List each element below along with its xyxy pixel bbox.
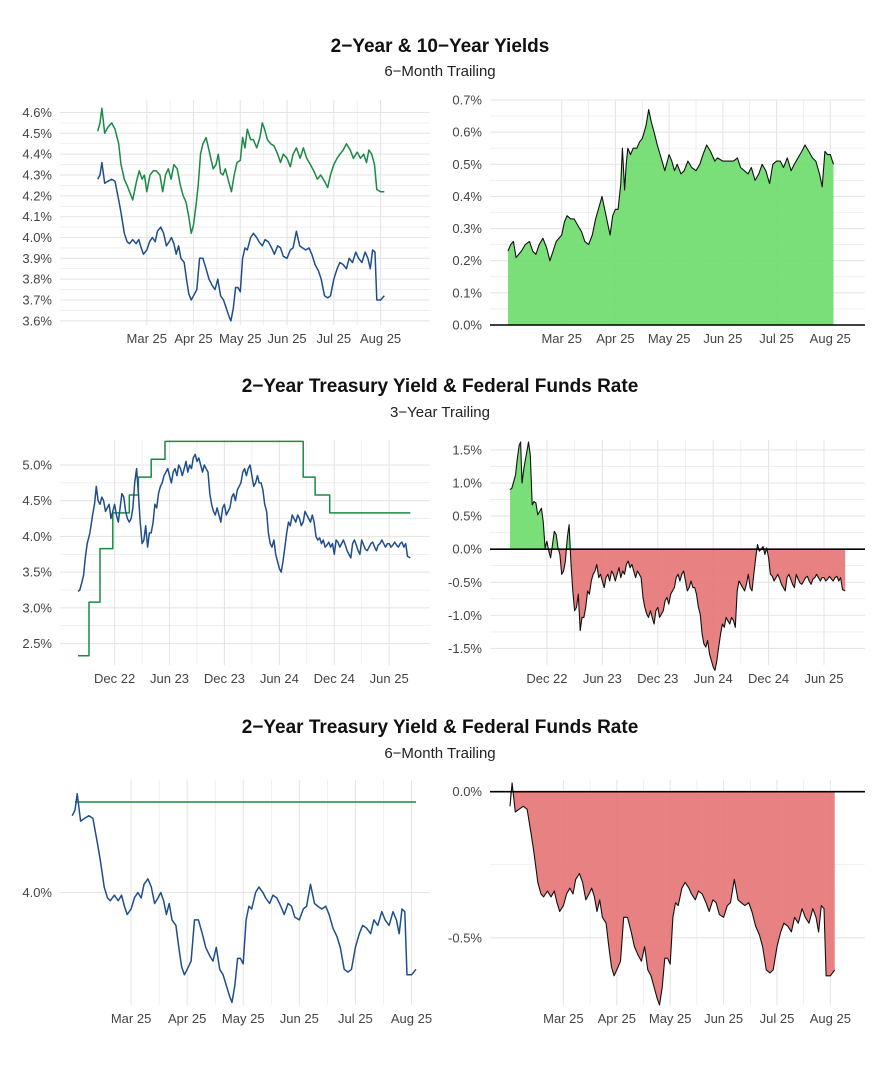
spread-negative-area xyxy=(510,549,846,670)
y-tick-label: 0.5% xyxy=(452,509,482,524)
x-tick-label: May 25 xyxy=(649,1011,692,1026)
y-tick-label: -1.0% xyxy=(448,608,482,623)
yields-6m-chart: 3.6% 3.7% 3.8% 3.9% 4.0% 4.1% 4.2% 4.3% 4.4% 4.5%… xyxy=(22,100,430,346)
y-tick-label: 4.4% xyxy=(22,147,52,162)
x-tick-label: Jun 25 xyxy=(704,1011,743,1026)
x-tick-label: May 25 xyxy=(222,1011,265,1026)
x-tick-label: Aug 25 xyxy=(810,331,851,346)
y-tick-label: 0.2% xyxy=(452,253,482,268)
y-tick-label: 3.6% xyxy=(22,313,52,328)
y-tick-label: 4.0% xyxy=(22,230,52,245)
y-tick-label: 0.0% xyxy=(452,542,482,557)
x-tick-label: Dec 22 xyxy=(526,671,567,686)
y-tick-label: 4.0% xyxy=(22,529,52,544)
y-tick-label: 4.5% xyxy=(22,126,52,141)
x-tick-label: Apr 25 xyxy=(596,331,634,346)
spread-series-line xyxy=(507,109,835,262)
section-3-title: 2−Year Treasury Yield & Federal Funds Ra… xyxy=(241,717,639,738)
y-tick-label: 0.1% xyxy=(452,285,482,300)
x-tick-label: Jun 25 xyxy=(804,671,843,686)
spread-positive-area xyxy=(510,442,767,550)
y-tick-label: -1.5% xyxy=(448,641,482,656)
y-tick-label: 3.7% xyxy=(22,293,52,308)
x-tick-label: Jun 24 xyxy=(694,671,733,686)
y-tick-label: 4.1% xyxy=(22,209,52,224)
y-tick-label: 0.6% xyxy=(452,125,482,140)
x-tick-label: Jun 25 xyxy=(370,671,409,686)
y-tick-label: 5.0% xyxy=(22,458,52,473)
section-1-subtitle: 6−Month Trailing xyxy=(384,63,496,80)
y-tick-label: 3.8% xyxy=(22,272,52,287)
x-tick-label: Aug 25 xyxy=(810,1011,851,1026)
two-year-fed-funds-3y-chart: 2.5% 3.0% 3.5% 4.0% 4.5% 5.0% Dec 22 Jun 23 Dec … xyxy=(22,440,430,686)
y-tick-label: 4.3% xyxy=(22,168,52,183)
x-tick-label: Jun 23 xyxy=(150,671,189,686)
x-tick-label: Jun 25 xyxy=(703,331,742,346)
two-year-series-line xyxy=(71,792,417,1004)
x-tick-label: Dec 24 xyxy=(748,671,789,686)
y-tick-label: -0.5% xyxy=(448,930,482,945)
y-tick-label: 1.0% xyxy=(452,476,482,491)
spread-2y-fedfunds-3y-chart: -1.5% -1.0% -0.5% 0.0% 0.5% 1.0% 1.5% Dec 22 Jun… xyxy=(448,440,865,686)
ten-year-series-line xyxy=(96,107,385,235)
section-2-title: 2−Year Treasury Yield & Federal Funds Ra… xyxy=(241,376,639,397)
y-tick-label: 0.3% xyxy=(452,221,482,236)
two-year-fed-funds-6m-chart: 4.0% Mar 25 Apr 25 May 25 Jun 25 Jul 25 Aug 25 xyxy=(22,780,432,1026)
y-tick-label: 0.4% xyxy=(452,189,482,204)
x-tick-label: Dec 23 xyxy=(637,671,678,686)
x-tick-label: Jul 25 xyxy=(760,1011,795,1026)
x-tick-label: Apr 25 xyxy=(168,1011,206,1026)
x-tick-label: Aug 25 xyxy=(360,331,401,346)
x-tick-label: Jun 25 xyxy=(268,331,307,346)
spread-negative-area xyxy=(510,791,835,1005)
y-tick-label: 4.6% xyxy=(22,105,52,120)
y-tick-label: 0.7% xyxy=(452,93,482,108)
y-tick-label: 0.0% xyxy=(452,784,482,799)
spread-2y-fedfunds-6m-chart: 0.0% -0.5% Mar 25 Apr 25 May 25 Jun 25 Jul 25 A… xyxy=(448,780,865,1026)
section-1-title: 2−Year & 10−Year Yields xyxy=(330,36,550,57)
y-tick-label: 4.2% xyxy=(22,188,52,203)
spread-series-line xyxy=(509,441,846,671)
x-tick-label: Apr 25 xyxy=(598,1011,636,1026)
y-tick-label: 3.9% xyxy=(22,251,52,266)
x-tick-label: Jul 25 xyxy=(759,331,794,346)
y-tick-label: 1.5% xyxy=(452,442,482,457)
y-tick-label: 2.5% xyxy=(22,636,52,651)
x-tick-label: Jul 25 xyxy=(338,1011,373,1026)
x-tick-label: Mar 25 xyxy=(543,1011,583,1026)
x-tick-label: Apr 25 xyxy=(174,331,212,346)
y-tick-label: 4.0% xyxy=(22,885,52,900)
y-tick-label: 0.5% xyxy=(452,157,482,172)
x-tick-label: Dec 22 xyxy=(94,671,135,686)
x-tick-label: Jul 25 xyxy=(316,331,351,346)
x-tick-label: Jun 24 xyxy=(260,671,299,686)
y-tick-label: 0.0% xyxy=(452,318,482,333)
spread-series-line xyxy=(509,782,836,1006)
x-tick-label: Mar 25 xyxy=(541,331,581,346)
x-tick-label: May 25 xyxy=(219,331,262,346)
spread-positive-area xyxy=(508,109,834,325)
two-year-series-line xyxy=(97,161,385,322)
y-tick-label: 4.5% xyxy=(22,493,52,508)
fed-funds-series-line xyxy=(78,440,411,657)
x-tick-label: Aug 25 xyxy=(391,1011,432,1026)
y-tick-label: 3.0% xyxy=(22,600,52,615)
section-2-subtitle: 3−Year Trailing xyxy=(390,404,490,421)
x-tick-label: Jun 23 xyxy=(583,671,622,686)
x-tick-label: Dec 23 xyxy=(204,671,245,686)
x-tick-label: Mar 25 xyxy=(127,331,167,346)
spread-10y-2y-6m-chart: 0.0% 0.1% 0.2% 0.3% 0.4% 0.5% 0.6% 0.7% Mar 25 Ap… xyxy=(452,93,865,346)
y-tick-label: -0.5% xyxy=(448,575,482,590)
y-tick-label: 3.5% xyxy=(22,565,52,580)
two-year-series-line xyxy=(77,453,411,592)
x-tick-label: Mar 25 xyxy=(111,1011,151,1026)
section-3-subtitle: 6−Month Trailing xyxy=(384,745,496,762)
x-tick-label: Jun 25 xyxy=(280,1011,319,1026)
x-tick-label: May 25 xyxy=(648,331,691,346)
x-tick-label: Dec 24 xyxy=(314,671,355,686)
